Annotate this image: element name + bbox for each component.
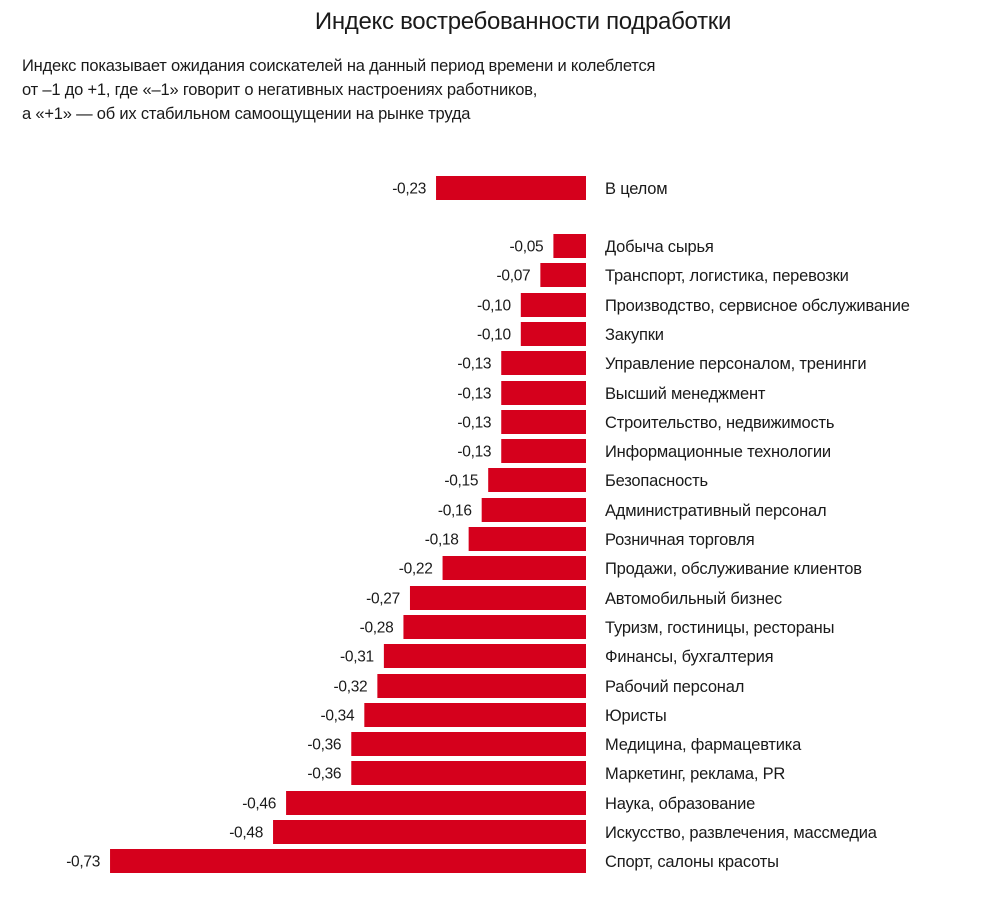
subtitle-line: а «+1» — об их стабильном самоощущении н… (22, 105, 471, 123)
value-label: -0,46 (242, 796, 276, 813)
bar (501, 381, 586, 405)
bar (273, 820, 586, 844)
bar (520, 293, 586, 317)
bar (409, 586, 586, 610)
category-label: Спорт, салоны красоты (605, 853, 779, 871)
category-label: Искусство, развлечения, массмедиа (605, 824, 878, 842)
bar (436, 176, 586, 200)
value-label: -0,18 (425, 532, 459, 549)
bar (442, 556, 586, 580)
bar (403, 615, 586, 639)
bar (468, 527, 586, 551)
bar (488, 468, 586, 492)
bar-row: -0,36 Маркетинг, реклама, PR (307, 761, 786, 785)
bar-row: -0,22 Продажи, обслуживание клиентов (399, 556, 862, 580)
category-label: Закупки (605, 326, 664, 344)
bar (481, 498, 586, 522)
bar-row: -0,27 Автомобильный бизнес (366, 586, 782, 610)
bar-row: -0,18 Розничная торговля (425, 527, 755, 551)
category-label: Рабочий персонал (605, 678, 744, 696)
bar-row: -0,10 Закупки (477, 322, 664, 346)
value-label: -0,73 (66, 854, 100, 871)
value-label: -0,13 (457, 415, 491, 432)
bar (351, 761, 586, 785)
value-label: -0,13 (457, 444, 491, 461)
bar (501, 439, 586, 463)
value-label: -0,34 (320, 708, 355, 725)
bar (553, 234, 586, 258)
bar (110, 849, 586, 873)
category-label: Автомобильный бизнес (605, 590, 782, 608)
bar (286, 791, 586, 815)
value-label: -0,10 (477, 298, 512, 315)
value-label: -0,07 (497, 268, 531, 285)
subtitle-line: от –1 до +1, где «–1» говорит о негативн… (22, 81, 538, 99)
value-label: -0,05 (510, 239, 544, 256)
value-label: -0,10 (477, 327, 512, 344)
subtitle-line: Индекс показывает ожидания соискателей н… (22, 57, 656, 75)
value-label: -0,36 (307, 766, 341, 783)
value-label: -0,13 (457, 386, 491, 403)
bar-row: -0,13 Строительство, недвижимость (457, 410, 835, 434)
bar-row: -0,48 Искусство, развлечения, массмедиа (229, 820, 878, 844)
category-label: Финансы, бухгалтерия (605, 648, 773, 666)
bar (377, 674, 586, 698)
category-label: Транспорт, логистика, перевозки (605, 267, 849, 285)
bar-row: -0,34 Юристы (320, 703, 667, 727)
value-label: -0,22 (399, 561, 433, 578)
chart-title: Индекс востребованности подработки (314, 8, 732, 35)
value-label: -0,23 (392, 181, 426, 198)
category-label: Розничная торговля (605, 531, 754, 549)
category-label: Маркетинг, реклама, PR (605, 765, 785, 783)
bar (540, 263, 586, 287)
bar-row: -0,36 Медицина, фармацевтика (307, 732, 802, 756)
category-label: Наука, образование (605, 795, 755, 813)
category-label: Информационные технологии (605, 443, 831, 461)
value-label: -0,31 (340, 649, 374, 666)
bar-row: -0,13 Управление персоналом, тренинги (457, 351, 867, 375)
value-label: -0,16 (438, 503, 472, 520)
summary-row: -0,23 В целом (392, 176, 668, 200)
category-label: Производство, сервисное обслуживание (605, 297, 910, 315)
value-label: -0,32 (334, 679, 368, 696)
value-label: -0,36 (307, 737, 341, 754)
category-label: Административный персонал (605, 502, 826, 520)
category-label: Безопасность (605, 472, 708, 490)
bar-row: -0,31 Финансы, бухгалтерия (340, 644, 774, 668)
value-label: -0,15 (444, 473, 478, 490)
bar-row: -0,07 Транспорт, логистика, перевозки (497, 263, 849, 287)
bar-row: -0,13 Информационные технологии (457, 439, 831, 463)
bar (351, 732, 586, 756)
chart-subtitle: Индекс показывает ожидания соискателей н… (22, 54, 782, 126)
bar-row: -0,46 Наука, образование (242, 791, 755, 815)
bar-row: -0,15 Безопасность (444, 468, 708, 492)
bar-row: -0,28 Туризм, гостиницы, рестораны (360, 615, 834, 639)
value-label: -0,13 (457, 356, 491, 373)
category-label: Управление персоналом, тренинги (605, 355, 866, 373)
bar-row: -0,32 Рабочий персонал (334, 674, 744, 698)
category-label: Медицина, фармацевтика (605, 736, 802, 754)
bar (364, 703, 586, 727)
value-label: -0,48 (229, 825, 263, 842)
category-label: В целом (605, 180, 667, 198)
bar (520, 322, 586, 346)
category-label: Туризм, гостиницы, рестораны (605, 619, 834, 637)
bar-row: -0,16 Административный персонал (438, 498, 827, 522)
bar (383, 644, 586, 668)
bar-row: -0,10 Производство, сервисное обслуживани… (477, 293, 910, 317)
category-label: Продажи, обслуживание клиентов (605, 560, 862, 578)
category-label: Добыча сырья (605, 238, 714, 256)
category-label: Юристы (605, 707, 667, 725)
bar-row: -0,13 Высший менеджмент (457, 381, 766, 405)
bar (501, 351, 586, 375)
value-label: -0,27 (366, 591, 400, 608)
category-label: Строительство, недвижимость (605, 414, 834, 432)
bar (501, 410, 586, 434)
bar-row: -0,05 Добыча сырья (510, 234, 714, 258)
category-label: Высший менеджмент (605, 385, 766, 403)
value-label: -0,28 (360, 620, 394, 637)
bar-row: -0,73 Спорт, салоны красоты (66, 849, 779, 873)
